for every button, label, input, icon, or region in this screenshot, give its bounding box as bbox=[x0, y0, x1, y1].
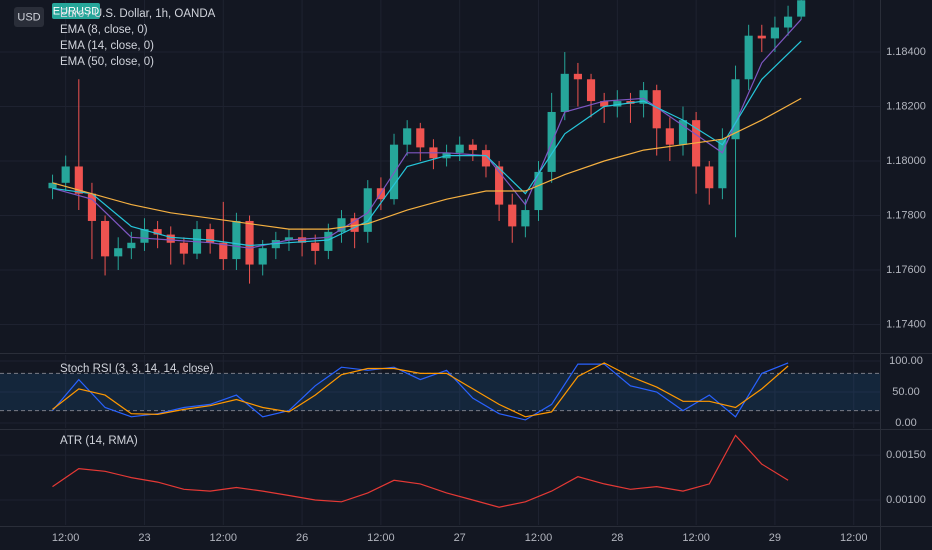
y-tick-label: 100.00 bbox=[889, 355, 923, 367]
candle-body bbox=[508, 204, 517, 227]
y-tick-label: 1.17800 bbox=[886, 209, 926, 221]
series-line bbox=[52, 40, 802, 247]
candle-body bbox=[744, 35, 753, 80]
x-tick-label: 27 bbox=[454, 532, 466, 544]
band-fill bbox=[0, 373, 880, 411]
candle-body bbox=[127, 242, 136, 249]
candle-body bbox=[48, 182, 57, 189]
legend-entry: EMA (50, close, 0) bbox=[60, 56, 154, 68]
candle-body bbox=[245, 220, 254, 265]
candle-body bbox=[114, 248, 123, 257]
candle-body bbox=[153, 229, 162, 235]
candle-body bbox=[232, 220, 241, 260]
candle-body bbox=[678, 120, 688, 145]
candle-body bbox=[665, 128, 674, 145]
legend-entry: EMA (8, close, 0) bbox=[60, 24, 148, 36]
pane-title: ATR (14, RMA) bbox=[60, 435, 138, 447]
candle-body bbox=[284, 237, 294, 241]
candle-body bbox=[206, 229, 215, 243]
symbol-badge bbox=[52, 3, 100, 19]
candle-body bbox=[140, 229, 149, 243]
candle-body bbox=[586, 79, 596, 102]
x-tick-label: 12:00 bbox=[367, 532, 395, 544]
candle-body bbox=[757, 35, 766, 39]
x-tick-label: 12:00 bbox=[840, 532, 868, 544]
y-tick-label: 1.18200 bbox=[886, 100, 926, 112]
y-tick-label: 50.00 bbox=[892, 386, 920, 398]
candle-body bbox=[639, 90, 648, 104]
candle-body bbox=[337, 218, 346, 232]
series-line bbox=[52, 434, 789, 508]
candle-body bbox=[363, 188, 372, 232]
candle-body bbox=[560, 73, 569, 112]
y-tick-label: 0.00150 bbox=[886, 449, 926, 461]
series-line bbox=[52, 18, 802, 249]
candle-body bbox=[495, 166, 504, 205]
series-line bbox=[52, 97, 802, 230]
symbol-label: EURUSD bbox=[53, 5, 100, 17]
x-tick-label: 12:00 bbox=[210, 532, 238, 544]
candle-body bbox=[403, 128, 412, 145]
candle-body bbox=[783, 16, 793, 28]
x-tick-label: 12:00 bbox=[52, 532, 80, 544]
candle-body bbox=[705, 166, 714, 189]
x-tick-label: 12:00 bbox=[682, 532, 710, 544]
pane-title: Stoch RSI (3, 3, 14, 14, close) bbox=[60, 363, 214, 375]
y-tick-label: 1.17400 bbox=[886, 318, 926, 330]
candle-body bbox=[455, 144, 464, 153]
legend-entry: EMA (14, close, 0) bbox=[60, 40, 154, 52]
candle-body bbox=[613, 101, 622, 107]
candle-body bbox=[324, 231, 333, 251]
currency-button[interactable] bbox=[14, 7, 44, 27]
y-tick-label: 0.00100 bbox=[886, 494, 926, 506]
candle-body bbox=[652, 90, 661, 129]
candle-body bbox=[521, 210, 530, 227]
candle-body bbox=[600, 101, 609, 107]
x-tick-label: 28 bbox=[611, 532, 623, 544]
y-tick-label: 1.17600 bbox=[886, 264, 926, 276]
candle-body bbox=[718, 139, 727, 189]
candle-body bbox=[573, 73, 582, 80]
x-tick-label: 23 bbox=[138, 532, 150, 544]
y-tick-label: 1.18400 bbox=[886, 46, 926, 58]
candle-body bbox=[219, 242, 228, 260]
main-title: Euro / U.S. Dollar, 1h, OANDA bbox=[60, 8, 216, 20]
candle-body bbox=[166, 234, 175, 243]
candle-body bbox=[770, 27, 779, 39]
candle-body bbox=[74, 166, 83, 194]
candle-body bbox=[534, 171, 543, 211]
candle-body bbox=[797, 0, 806, 17]
candle-body bbox=[179, 242, 188, 254]
candle-body bbox=[481, 150, 491, 167]
series-line bbox=[52, 362, 789, 418]
candle-body bbox=[468, 144, 477, 151]
candle-body bbox=[298, 237, 307, 243]
series-line bbox=[52, 362, 789, 421]
x-tick-label: 29 bbox=[769, 532, 781, 544]
candle-body bbox=[416, 128, 425, 148]
currency-label[interactable]: USD bbox=[17, 11, 40, 23]
candle-body bbox=[311, 242, 320, 251]
y-tick-label: 1.18000 bbox=[886, 155, 926, 167]
x-tick-label: 26 bbox=[296, 532, 308, 544]
candle-body bbox=[101, 220, 110, 257]
x-tick-label: 12:00 bbox=[525, 532, 553, 544]
candle-body bbox=[87, 193, 97, 221]
marks bbox=[48, 0, 806, 508]
candle-body bbox=[258, 248, 267, 265]
candle-body bbox=[61, 166, 70, 183]
y-tick-label: 0.00 bbox=[895, 417, 916, 429]
candle-body bbox=[731, 79, 740, 140]
